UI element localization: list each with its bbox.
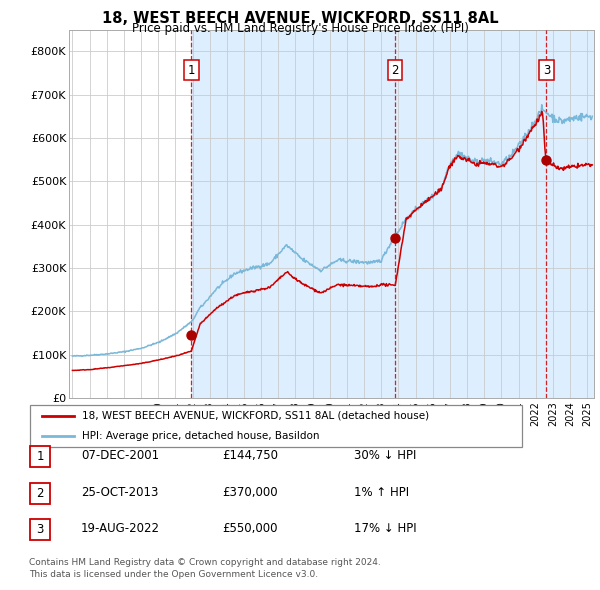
Text: £144,750: £144,750 <box>222 449 278 462</box>
Text: 1: 1 <box>188 64 195 77</box>
Text: 25-OCT-2013: 25-OCT-2013 <box>81 486 158 499</box>
Text: 3: 3 <box>543 64 550 77</box>
Text: £550,000: £550,000 <box>222 522 277 535</box>
Text: 30% ↓ HPI: 30% ↓ HPI <box>354 449 416 462</box>
Text: Contains HM Land Registry data © Crown copyright and database right 2024.
This d: Contains HM Land Registry data © Crown c… <box>29 558 380 579</box>
Text: 1: 1 <box>37 450 44 463</box>
Text: 1% ↑ HPI: 1% ↑ HPI <box>354 486 409 499</box>
Text: 3: 3 <box>37 523 44 536</box>
Text: 18, WEST BEECH AVENUE, WICKFORD, SS11 8AL (detached house): 18, WEST BEECH AVENUE, WICKFORD, SS11 8A… <box>82 411 429 421</box>
Bar <box>191 30 600 398</box>
Text: 2: 2 <box>37 487 44 500</box>
Text: 18, WEST BEECH AVENUE, WICKFORD, SS11 8AL: 18, WEST BEECH AVENUE, WICKFORD, SS11 8A… <box>101 11 499 25</box>
Text: HPI: Average price, detached house, Basildon: HPI: Average price, detached house, Basi… <box>82 431 319 441</box>
Text: 17% ↓ HPI: 17% ↓ HPI <box>354 522 416 535</box>
Text: £370,000: £370,000 <box>222 486 278 499</box>
Text: 19-AUG-2022: 19-AUG-2022 <box>81 522 160 535</box>
Text: Price paid vs. HM Land Registry's House Price Index (HPI): Price paid vs. HM Land Registry's House … <box>131 22 469 35</box>
Text: 07-DEC-2001: 07-DEC-2001 <box>81 449 159 462</box>
Text: 2: 2 <box>391 64 399 77</box>
